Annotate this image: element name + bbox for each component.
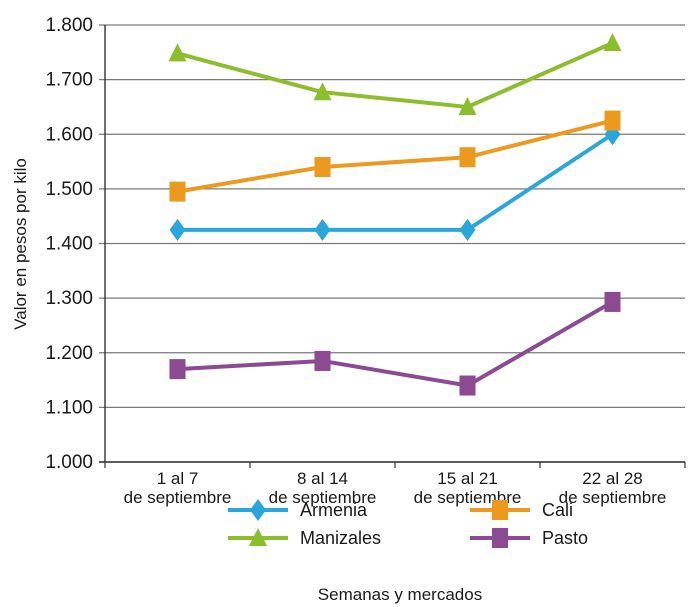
legend-label: Manizales	[300, 528, 381, 548]
data-point	[169, 218, 186, 241]
data-point	[458, 96, 477, 115]
data-point	[168, 43, 187, 62]
series-line	[177, 118, 613, 194]
series-pasto	[169, 291, 621, 396]
data-point	[314, 157, 331, 178]
data-point	[459, 147, 476, 168]
legend: Armenia Cali Manizales Pasto	[228, 499, 588, 548]
y-axis: 1.000 1.100 1.200 1.300 1.400 1.500 1.600 1.700…	[45, 15, 106, 473]
data-point	[169, 359, 186, 380]
data-point	[604, 291, 621, 312]
legend-item-pasto: Pasto	[470, 528, 588, 548]
y-tick-label: 1.400	[45, 234, 93, 255]
grid-lines	[99, 24, 685, 463]
y-tick-label: 1.100	[45, 397, 93, 418]
legend-item-manizales: Manizales	[228, 528, 381, 548]
series-cali	[169, 110, 621, 202]
x-axis-label: Semanas y mercados	[318, 585, 482, 604]
x-tick-label: 8 al 14	[297, 469, 348, 488]
data-point	[249, 528, 267, 546]
data-point	[604, 110, 621, 131]
y-tick-label: 1.600	[45, 124, 93, 145]
series-layer	[168, 33, 622, 396]
series-manizales	[168, 33, 622, 115]
data-point	[314, 218, 331, 241]
legend-label: Cali	[542, 500, 573, 520]
data-point	[492, 500, 508, 520]
data-point	[492, 528, 508, 548]
y-axis-label: Valor en pesos por kilo	[11, 158, 30, 330]
y-tick-label: 1.700	[45, 70, 93, 91]
y-tick-label: 1.300	[45, 288, 93, 309]
legend-item-cali: Cali	[470, 500, 573, 520]
y-tick-label: 1.500	[45, 179, 93, 200]
x-tick-label: 22 al 28	[582, 469, 643, 488]
x-tick-label: de septiembre	[124, 488, 232, 507]
data-point	[250, 499, 266, 521]
data-point	[459, 375, 476, 396]
legend-item-armenia: Armenia	[228, 499, 368, 521]
series-line	[176, 41, 614, 109]
series-line	[177, 132, 614, 232]
y-tick-label: 1.000	[45, 452, 93, 473]
y-tick-label: 1.200	[45, 343, 93, 364]
x-tick-label: 1 al 7	[157, 469, 199, 488]
y-tick-label: 1.800	[45, 15, 93, 36]
series-line	[177, 300, 614, 388]
data-point	[314, 350, 331, 371]
data-point	[169, 181, 186, 202]
x-tick-label: de septiembre	[269, 488, 377, 507]
data-point	[603, 33, 622, 52]
x-tick-label: 15 al 21	[437, 469, 498, 488]
legend-label: Armenia	[300, 500, 368, 520]
data-point	[459, 218, 476, 241]
legend-label: Pasto	[542, 528, 588, 548]
x-tick-label: de septiembre	[559, 488, 667, 507]
data-point	[313, 82, 332, 101]
